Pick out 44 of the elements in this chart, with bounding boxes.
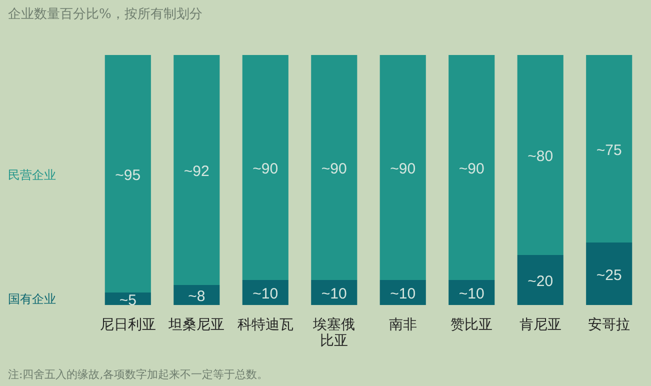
bar: [517, 255, 564, 305]
data-label: ~95: [115, 166, 141, 184]
data-label: ~5: [119, 292, 136, 309]
bar: [586, 55, 632, 242]
bar: [448, 280, 495, 305]
bar: [380, 280, 426, 305]
bar: [586, 242, 632, 305]
bar: [311, 280, 358, 305]
data-label: ~10: [390, 286, 416, 302]
bar: [242, 280, 288, 305]
x-tick-label: 尼日利亚: [100, 317, 156, 333]
data-label: ~75: [596, 142, 622, 159]
data-label: ~80: [528, 148, 554, 165]
x-tick-label: 安哥拉: [588, 317, 630, 333]
x-tick-label: 科特迪瓦: [237, 317, 294, 333]
data-label: ~20: [528, 273, 554, 290]
data-label: ~25: [596, 266, 622, 284]
bar: [104, 55, 151, 292]
x-tick-label: 南非: [388, 317, 417, 333]
data-label: ~90: [321, 160, 347, 178]
text: 民营企业: [8, 168, 56, 182]
text: 国有企业: [8, 292, 56, 306]
bar: [174, 55, 220, 285]
data-label: ~90: [458, 160, 484, 178]
x-tick-label: 埃塞俄比亚: [312, 317, 356, 349]
data-label: ~92: [184, 163, 210, 180]
bar: [380, 55, 426, 280]
data-label: ~10: [252, 286, 278, 302]
x-tick-label: 肯尼亚: [519, 317, 562, 333]
bar: [242, 55, 288, 280]
data-label: ~8: [188, 288, 206, 305]
bar: [104, 292, 151, 305]
bar: [174, 285, 220, 305]
bar: [517, 55, 564, 255]
x-tick-label: 赞比亚: [450, 317, 493, 333]
data-label: ~90: [252, 160, 278, 178]
text: 注:四舍五入的缘故,各项数字加起来不一定等于总数。: [8, 368, 268, 381]
bar: [448, 55, 495, 280]
data-label: ~10: [321, 286, 347, 302]
chart-title: 企业数量百分比%，按所有制划分: [8, 7, 202, 22]
x-tick-label: 坦桑尼亚: [168, 317, 225, 333]
data-label: ~10: [458, 286, 484, 302]
data-label: ~90: [390, 160, 416, 178]
bar: [311, 55, 358, 280]
